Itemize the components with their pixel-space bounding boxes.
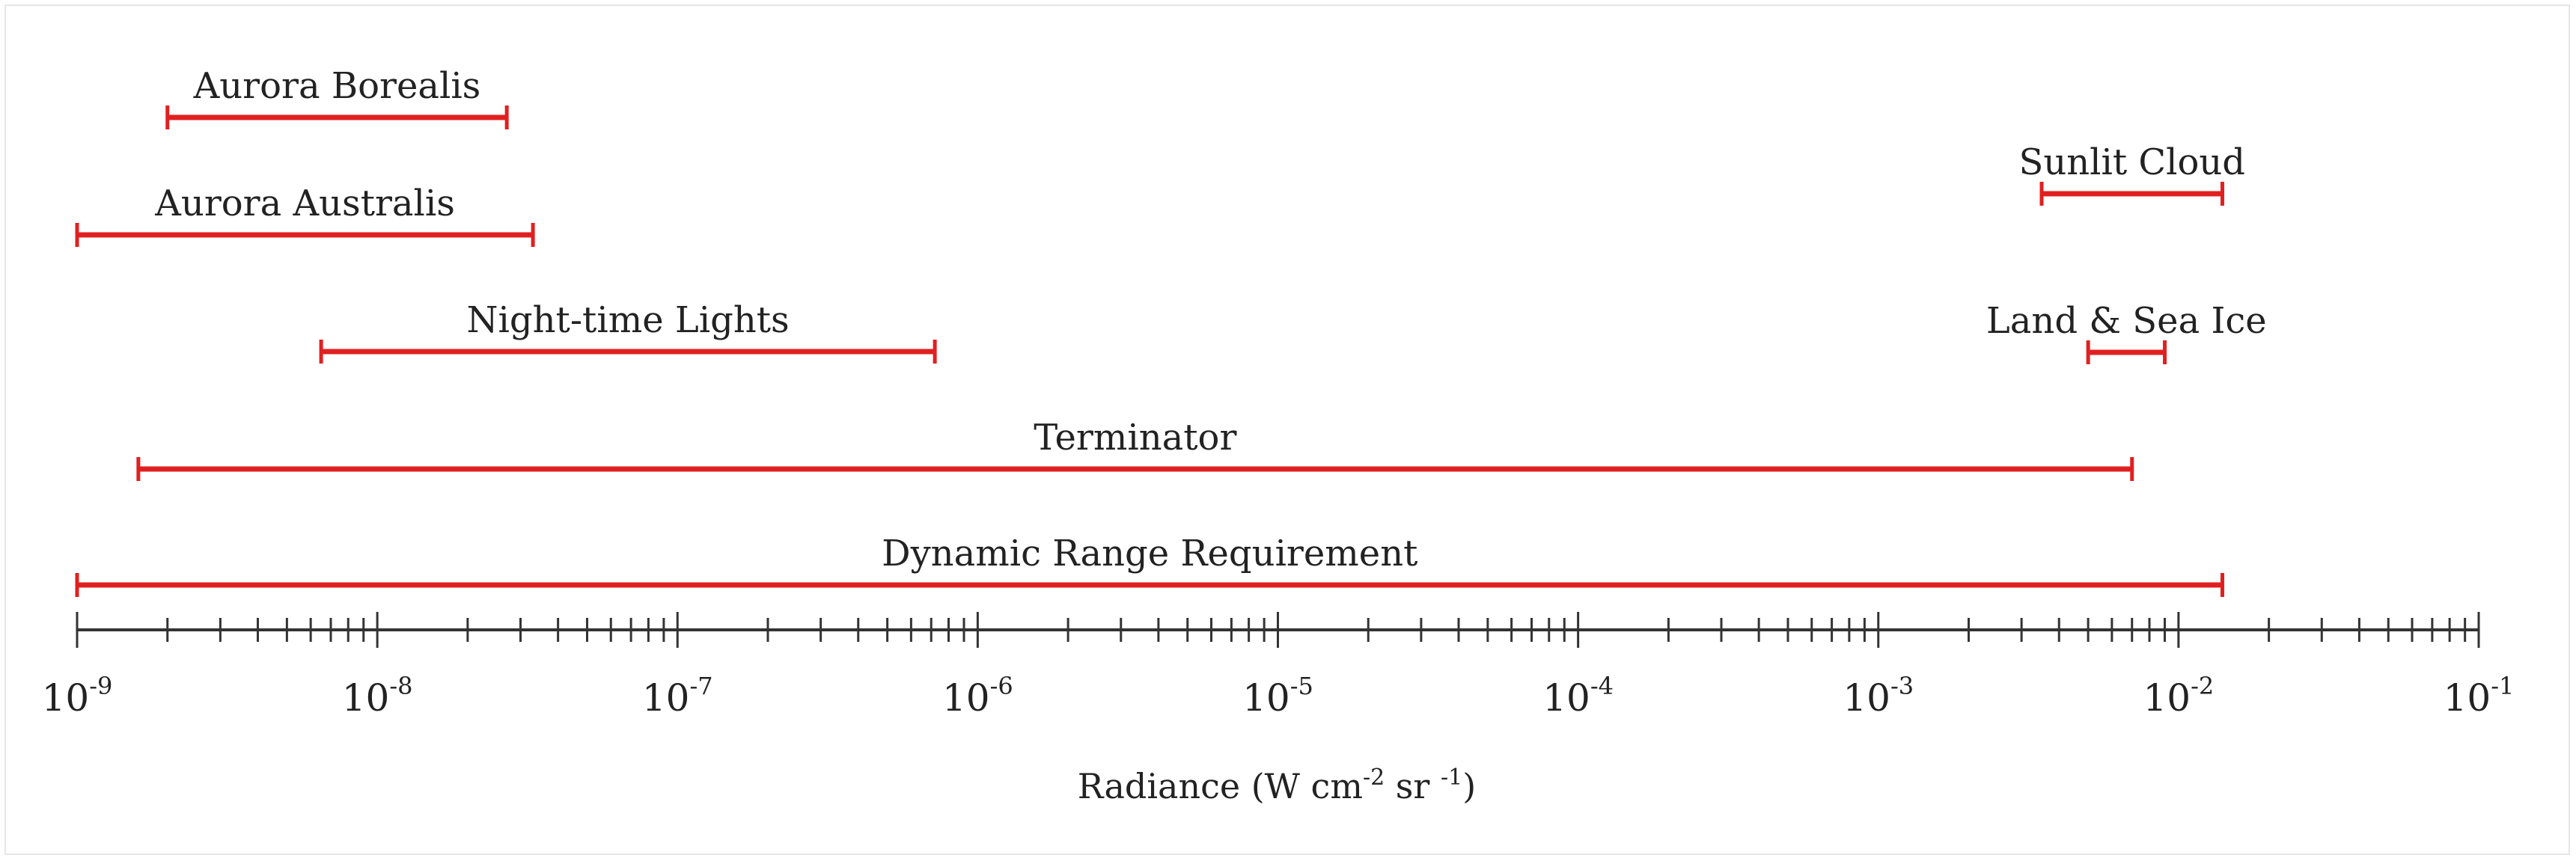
range-sunlit-cloud: Sunlit Cloud [2018, 141, 2245, 206]
tick-label: 10-8 [342, 672, 413, 720]
x-axis-label-prefix: Radiance (W cm [1078, 766, 1363, 806]
range-label: Aurora Australis [154, 183, 455, 224]
tick-label-exponent: -2 [2191, 672, 2214, 700]
tick-label: 10-7 [642, 672, 713, 720]
range-label: Land & Sea Ice [1986, 300, 2267, 342]
x-axis-label-mid: sr [1385, 766, 1441, 806]
tick-label-exponent: -3 [1890, 672, 1914, 700]
tick-label-base: 10 [42, 676, 90, 720]
x-axis: 10-9 10-8 10-7 10-6 10-5 10-4 10-3 10-2 10-1 [42, 612, 2515, 720]
x-axis-label: Radiance (W cm-2 sr -1) [1078, 765, 1476, 806]
ranges-layer: Aurora Borealis Aurora Australis Night-tim… [75, 65, 2267, 597]
tick-label: 10-4 [1542, 672, 1614, 720]
range-aurora-borealis: Aurora Borealis [165, 65, 509, 129]
tick-label-base: 10 [2444, 676, 2491, 720]
range-label: Dynamic Range Requirement [882, 533, 1417, 574]
tick-label-exponent: -1 [2491, 672, 2514, 700]
tick-label-base: 10 [942, 676, 990, 720]
tick-label-base: 10 [1242, 676, 1290, 720]
range-label: Terminator [1034, 417, 1236, 459]
tick-label: 10-2 [2143, 672, 2214, 720]
tick-label-base: 10 [642, 676, 690, 720]
range-aurora-australis: Aurora Australis [75, 183, 535, 247]
tick-label-exponent: -8 [389, 672, 412, 700]
tick-label: 10-5 [1242, 672, 1313, 720]
x-axis-label-suffix: ) [1462, 766, 1476, 806]
tick-label-exponent: -7 [689, 672, 712, 700]
tick-label: 10-6 [942, 672, 1013, 720]
tick-label: 10-9 [42, 672, 113, 720]
tick-label-base: 10 [1843, 676, 1890, 720]
range-terminator: Terminator [136, 417, 2134, 481]
tick-label-base: 10 [342, 676, 390, 720]
tick-label-base: 10 [1542, 676, 1590, 720]
tick-label-exponent: -5 [1290, 672, 1313, 700]
x-axis-label-sup1: -2 [1363, 765, 1385, 791]
range-label: Aurora Borealis [193, 65, 481, 107]
tick-label: 10-3 [1843, 672, 1914, 720]
tick-label-exponent: -6 [990, 672, 1013, 700]
tick-label-exponent: -4 [1590, 672, 1614, 700]
range-dynamic-range-requirement: Dynamic Range Requirement [75, 533, 2224, 597]
tick-label: 10-1 [2444, 672, 2515, 720]
range-label: Night-time Lights [467, 299, 790, 341]
tick-label-exponent: -9 [89, 672, 112, 700]
tick-label-base: 10 [2143, 676, 2191, 720]
range-label: Sunlit Cloud [2018, 141, 2245, 183]
chart-frame [4, 4, 2570, 855]
range-land-sea-ice: Land & Sea Ice [1986, 300, 2267, 364]
x-axis-label-sup2: -1 [1441, 765, 1462, 791]
range-night-time-lights: Night-time Lights [319, 299, 937, 364]
